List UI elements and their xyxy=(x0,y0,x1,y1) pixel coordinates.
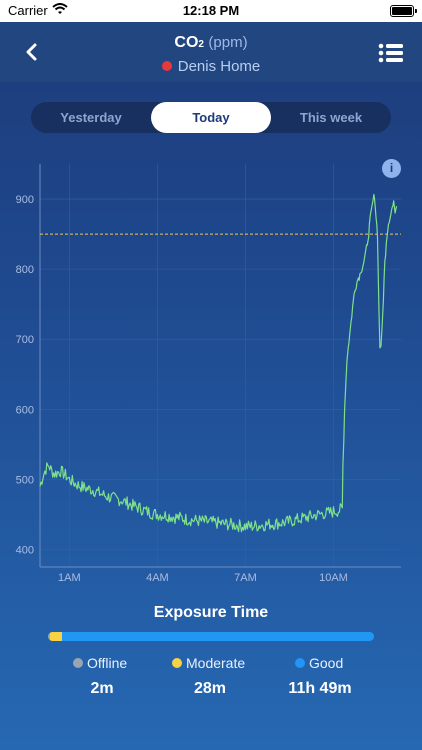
legend-good: Good xyxy=(295,655,343,671)
x-tick-label: 10AM xyxy=(319,572,348,584)
legend-good-label: Good xyxy=(309,655,344,671)
wifi-icon xyxy=(52,3,68,18)
moderate-dot-icon xyxy=(172,658,182,668)
list-menu-button[interactable] xyxy=(378,42,404,64)
y-tick-label: 500 xyxy=(16,474,34,486)
y-tick-label: 700 xyxy=(16,334,34,346)
moderate-duration: 28m xyxy=(193,680,227,697)
exposure-bar-offline xyxy=(48,632,50,641)
status-bar: Carrier 12:18 PM xyxy=(0,0,422,22)
exposure-title: Exposure Time xyxy=(153,604,269,621)
offline-dot-icon xyxy=(73,658,83,668)
period-selector: Yesterday Today This week xyxy=(31,102,391,133)
location-name: Denis Home xyxy=(177,58,261,75)
offline-duration: 2m xyxy=(90,680,114,697)
chevron-left-icon xyxy=(26,43,37,61)
page-title: CO2 (ppm) xyxy=(0,34,422,52)
co2-series-line xyxy=(39,193,398,533)
title-text: CO xyxy=(174,34,199,51)
x-tick-label: 1AM xyxy=(58,572,81,584)
status-dot-icon xyxy=(161,61,172,71)
legend-moderate-label: Moderate xyxy=(186,655,246,671)
location-subtitle: Denis Home xyxy=(0,58,422,75)
nav-bar: CO2 (ppm) Denis Home xyxy=(0,22,422,82)
legend-moderate: Moderate xyxy=(172,655,245,671)
tab-today[interactable]: Today xyxy=(151,102,271,133)
back-button[interactable] xyxy=(20,38,44,66)
clock: 12:18 PM xyxy=(182,3,240,18)
exposure-bar xyxy=(48,632,374,641)
y-tick-label: 600 xyxy=(16,404,34,416)
exposure-bar-moderate xyxy=(49,632,63,641)
good-duration: 11h 49m xyxy=(288,680,352,697)
y-tick-label: 900 xyxy=(16,194,34,206)
y-tick-label: 800 xyxy=(16,264,34,276)
legend-offline: Offline xyxy=(73,655,127,671)
battery-icon xyxy=(390,5,417,17)
x-tick-label: 7AM xyxy=(234,572,257,584)
list-icon xyxy=(378,43,403,63)
co2-chart: 400 500 600 700 800 900 1AM 4AM 7AM 10AM xyxy=(16,164,401,584)
good-dot-icon xyxy=(295,658,305,668)
title-subscript: 2 xyxy=(198,39,204,50)
tab-this-week[interactable]: This week xyxy=(299,110,363,125)
tab-yesterday[interactable]: Yesterday xyxy=(60,110,122,125)
x-tick-label: 4AM xyxy=(146,572,169,584)
y-tick-label: 400 xyxy=(16,544,34,556)
info-button[interactable]: i xyxy=(382,159,401,178)
exposure-bar-good xyxy=(62,632,374,641)
carrier-label: Carrier xyxy=(8,3,48,18)
title-unit: (ppm) xyxy=(208,34,248,51)
legend-offline-label: Offline xyxy=(87,655,128,671)
